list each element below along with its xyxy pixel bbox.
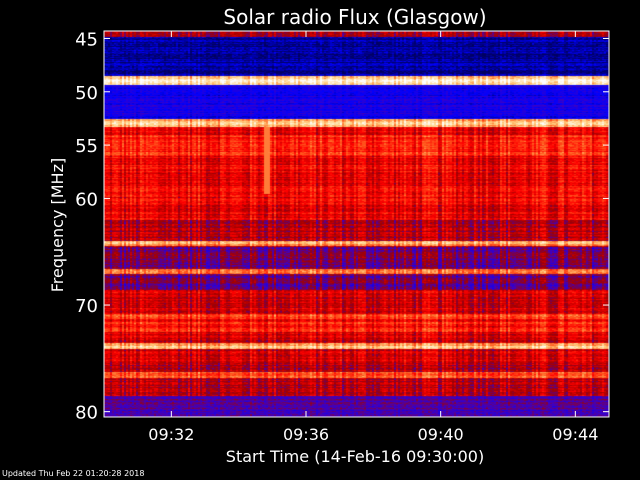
- y-tick-label: 55: [75, 136, 98, 157]
- x-tick-label: 09:32: [148, 425, 194, 444]
- y-tick-label: 50: [75, 83, 98, 104]
- y-axis-label: Frequency [MHz]: [48, 158, 67, 292]
- plot-frame: [103, 30, 610, 418]
- x-tick-label: 09:40: [418, 425, 464, 444]
- y-tick-label: 60: [75, 189, 98, 210]
- x-tick-label: 09:44: [552, 425, 598, 444]
- y-tick-label: 70: [75, 296, 98, 317]
- x-axis: 09:32 09:36 09:40 09:44: [148, 31, 598, 444]
- chart-title: Solar radio Flux (Glasgow): [223, 5, 486, 29]
- y-axis: 45 50 55 60 70 80: [75, 29, 609, 424]
- spectrogram-image: [104, 31, 609, 417]
- y-tick-label: 45: [75, 29, 98, 50]
- x-tick-label: 09:36: [283, 425, 329, 444]
- x-axis-label: Start Time (14-Feb-16 09:30:00): [226, 447, 484, 466]
- updated-timestamp: Updated Thu Feb 22 01:20:28 2018: [2, 469, 145, 478]
- y-tick-label: 80: [75, 403, 98, 424]
- spectrogram-raster: [104, 31, 609, 417]
